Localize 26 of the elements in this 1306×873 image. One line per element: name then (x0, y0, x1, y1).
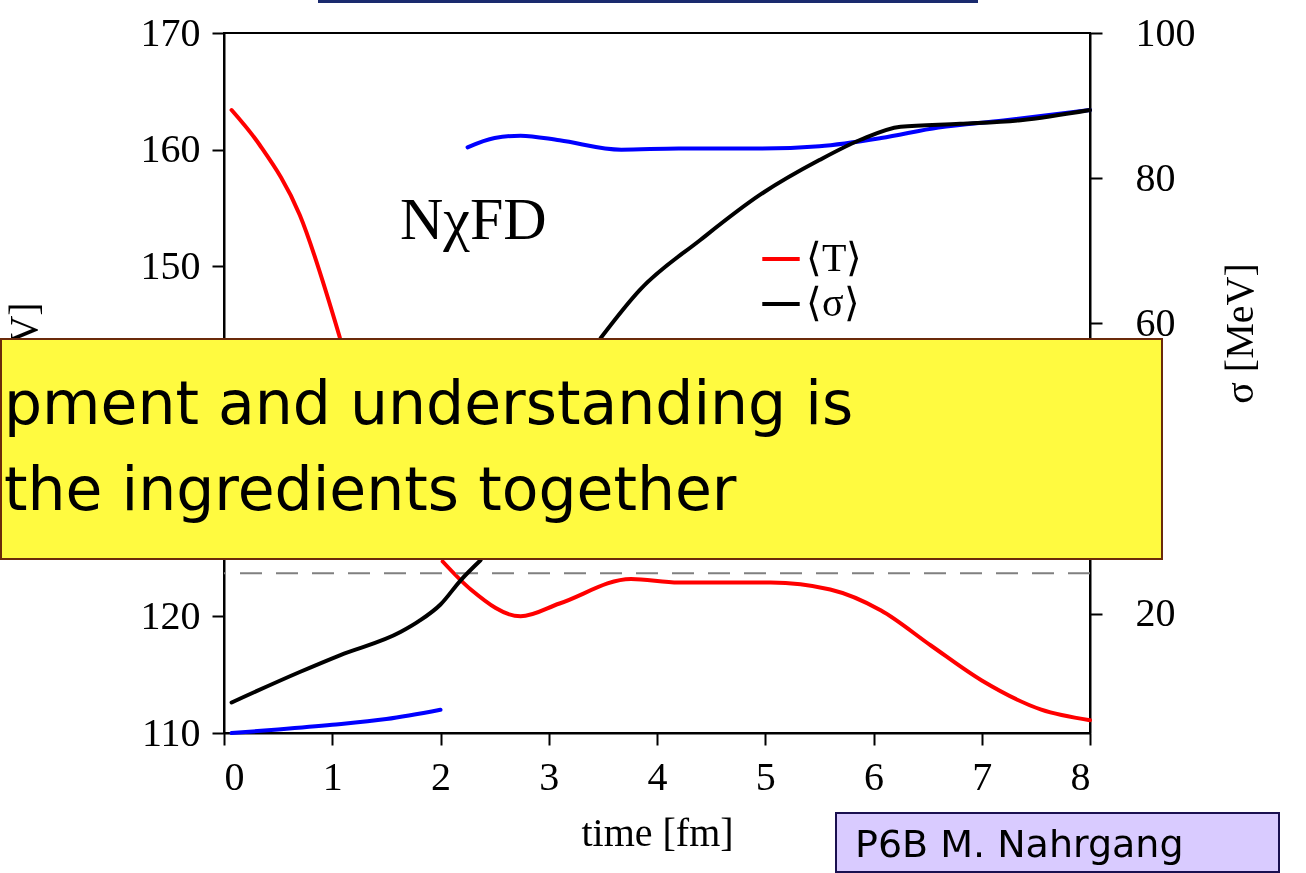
y-tick-label: 120 (140, 592, 201, 638)
y2-axis-title: σ [MeV] (1216, 263, 1262, 404)
x-tick-label: 4 (647, 753, 668, 799)
x-axis-title: time [fm] (581, 809, 734, 855)
x-tick-label: 0 (224, 753, 245, 799)
y-tick-label: 110 (141, 709, 201, 755)
x-tick-label: 5 (755, 753, 776, 799)
x-tick-label: 7 (972, 753, 993, 799)
label-box: P6B M. Nahrgang (835, 812, 1280, 873)
text-box: pment and understanding is the ingredients together (0, 338, 1163, 560)
y2-tick-label: 20 (1135, 590, 1176, 636)
x-tick-label: 6 (864, 753, 884, 799)
annotation: the ingredients together (4, 453, 738, 526)
y-tick-label: 170 (140, 9, 201, 55)
y-tick-label: 150 (140, 242, 201, 288)
x-tick-label: 8 (1070, 753, 1091, 799)
legend-label: ⟨T⟩ (806, 235, 863, 280)
y2-tick-label: 100 (1135, 9, 1196, 55)
annotation: pment and understanding is (4, 367, 855, 440)
x-tick-label: 1 (322, 753, 343, 799)
x-tick-label: 2 (431, 753, 451, 799)
y2-tick-label: 80 (1135, 154, 1176, 200)
x-tick-label: 3 (539, 753, 560, 799)
legend-label: ⟨σ⟩ (806, 280, 860, 325)
annotation: NχFD (400, 185, 547, 254)
y-tick-label: 160 (140, 126, 201, 172)
